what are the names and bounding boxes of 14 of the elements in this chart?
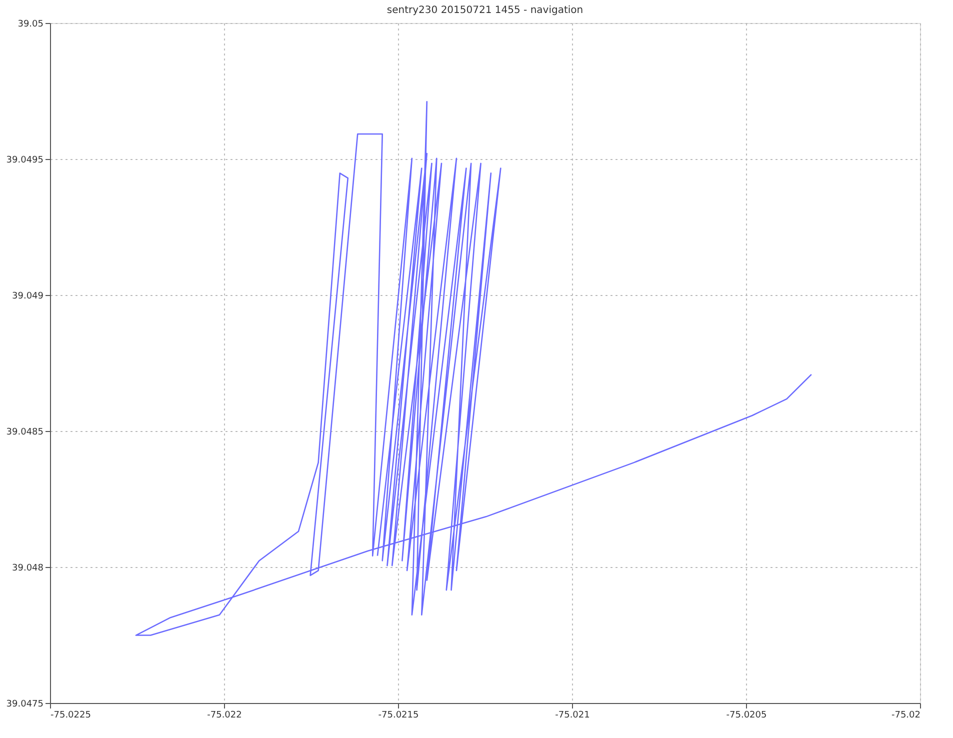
- y-tick-label: 39.0475: [6, 700, 44, 710]
- y-tick-label: 39.0495: [6, 156, 44, 166]
- x-tick-label: -75.0225: [50, 710, 91, 720]
- x-tick-label: -75.021: [555, 710, 590, 720]
- y-tick-label: 39.0485: [6, 428, 44, 438]
- y-tick-label: 39.049: [12, 292, 44, 302]
- x-tick-label: -75.02: [891, 710, 920, 720]
- x-tick-label: -75.0215: [378, 710, 419, 720]
- y-tick-label: 39.048: [12, 564, 44, 574]
- chart-title: sentry230 20150721 1455 - navigation: [386, 5, 584, 16]
- x-tick-label: -75.0205: [726, 710, 767, 720]
- line-series: [135, 100, 812, 636]
- y-tick-label: 39.05: [18, 20, 44, 30]
- x-tick-label: -75.022: [207, 710, 242, 720]
